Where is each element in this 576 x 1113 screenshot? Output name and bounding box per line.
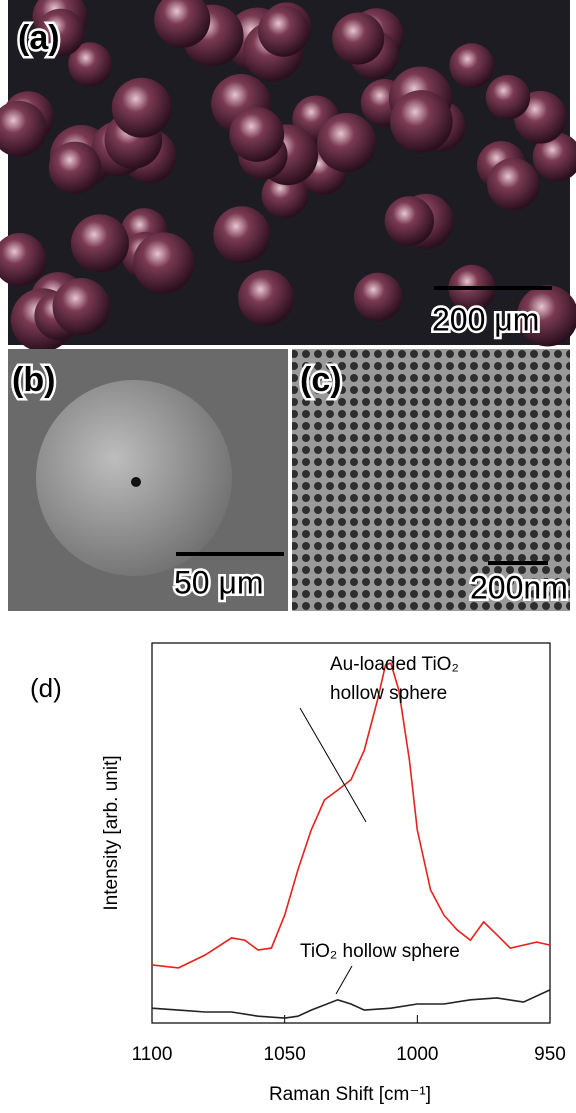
microsphere — [112, 78, 172, 138]
microsphere — [354, 273, 403, 322]
scale-label: 200nm — [470, 569, 568, 605]
panel-label: (a) — [18, 19, 60, 57]
annotation: TiO₂ hollow sphere — [300, 941, 460, 962]
panel-label: (d) — [30, 673, 62, 703]
microsphere — [332, 12, 384, 64]
leader-line — [300, 708, 366, 822]
microsphere — [390, 90, 453, 153]
leader-line — [336, 966, 352, 994]
y-axis-title: Intensity [arb. unit] — [101, 755, 122, 910]
spectrum-line — [152, 663, 550, 968]
sphere-hole — [131, 477, 141, 487]
figure: (a) 200 μm (b) 50 μm (c) 200nm (d) Raman… — [0, 0, 576, 1113]
x-axis-title: Raman Shift [cm⁻¹] — [269, 1084, 431, 1105]
scale-label: 200 μm — [432, 301, 539, 337]
microsphere — [238, 270, 294, 326]
microsphere — [53, 278, 110, 335]
x-tick-label: 1100 — [132, 1044, 173, 1065]
annotation: Au-loaded TiO₂ — [330, 654, 459, 675]
microsphere — [487, 158, 539, 210]
x-tick-label: 950 — [534, 1044, 566, 1065]
microsphere — [229, 107, 284, 162]
panel-label: (b) — [12, 361, 55, 399]
microsphere — [213, 206, 270, 263]
panel-label: (c) — [300, 361, 342, 399]
microsphere — [317, 113, 376, 172]
microsphere — [71, 214, 129, 272]
scale-label: 50 μm — [174, 564, 264, 600]
microsphere — [49, 142, 101, 194]
annotation: hollow sphere — [330, 683, 447, 704]
microsphere — [385, 196, 434, 245]
microsphere — [449, 43, 494, 88]
x-tick-label: 1050 — [264, 1044, 306, 1065]
panel-a — [0, 0, 576, 352]
microsphere — [133, 232, 194, 293]
microsphere — [258, 6, 309, 57]
microsphere — [486, 75, 530, 119]
x-tick-label: 1000 — [396, 1044, 438, 1065]
spectrum-line — [152, 990, 550, 1018]
